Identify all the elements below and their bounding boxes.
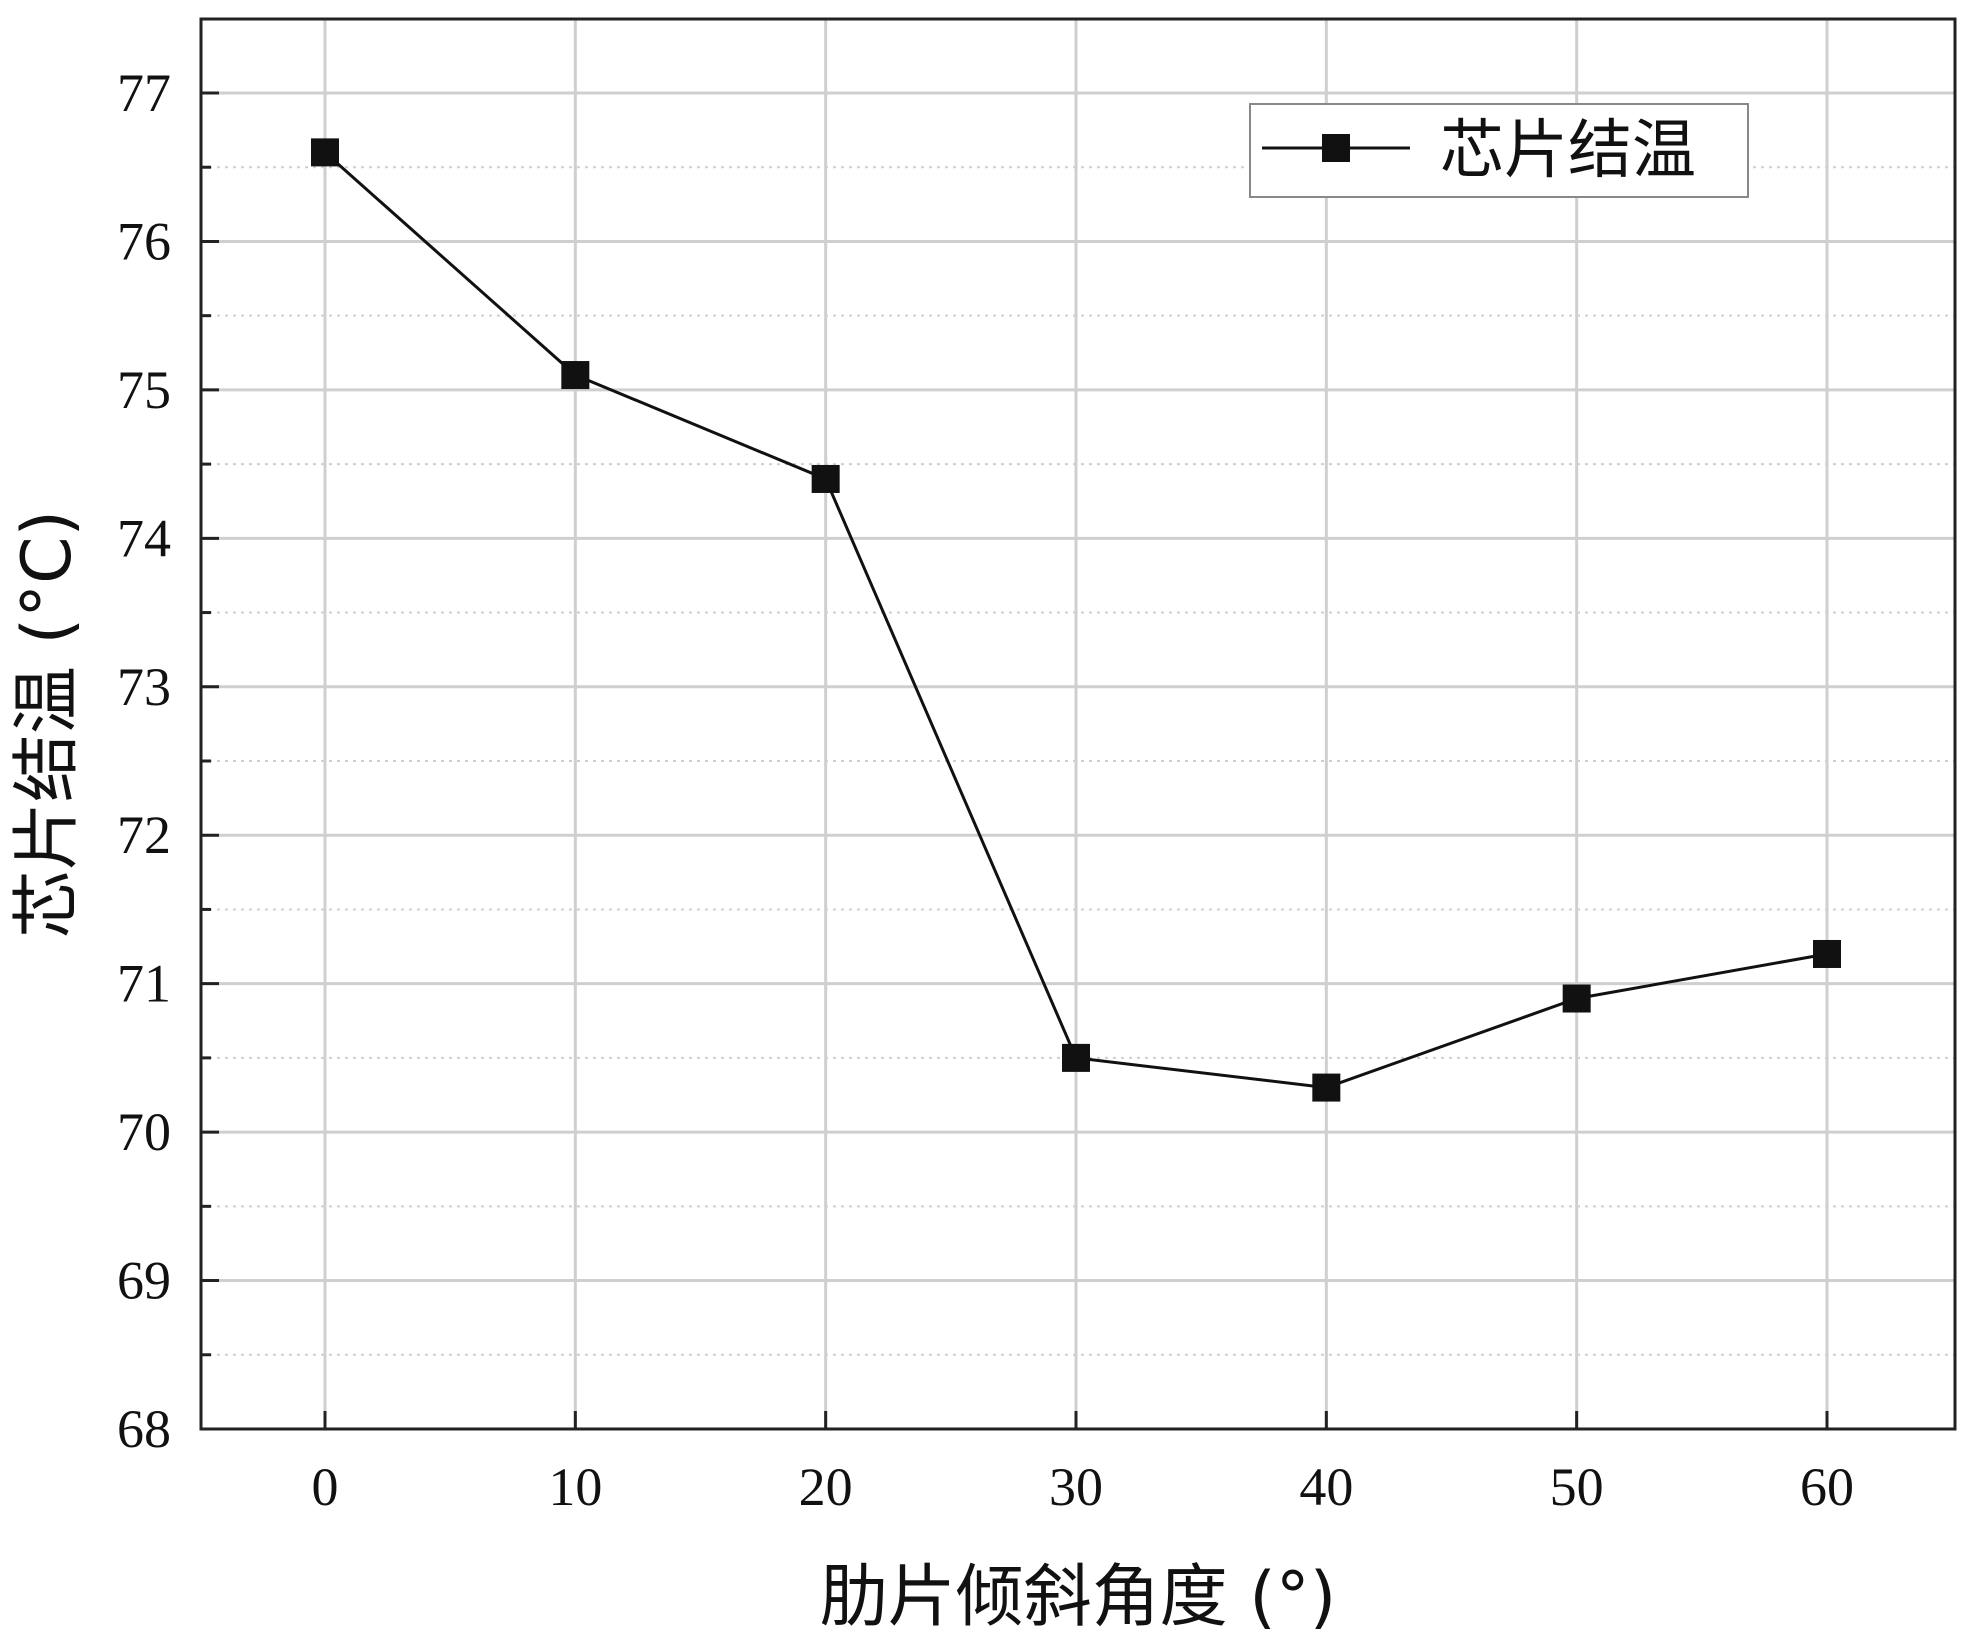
data-point-marker	[1312, 1073, 1341, 1102]
legend-label: 芯片结温	[1440, 114, 1696, 188]
x-axis-title: 肋片倾斜角度 (°)	[820, 1558, 1337, 1637]
y-tick-label: 70	[117, 1102, 171, 1162]
x-tick-label: 0	[312, 1457, 339, 1517]
y-tick-label: 74	[117, 508, 171, 568]
data-point-marker	[1813, 939, 1841, 968]
y-tick-label: 73	[117, 657, 171, 717]
x-tick-label: 40	[1299, 1457, 1353, 1517]
x-tick-label: 60	[1800, 1457, 1854, 1517]
series-group	[311, 138, 1841, 1102]
x-tick-label: 10	[548, 1457, 602, 1517]
data-point-marker	[561, 361, 590, 390]
plot-frame	[199, 17, 1957, 1431]
y-tick-label: 69	[117, 1251, 171, 1311]
y-tick-label: 76	[117, 211, 171, 271]
y-tick-label: 71	[117, 954, 171, 1014]
y-axis-title: 芯片结温 (°C)	[8, 510, 87, 938]
data-point-marker	[1062, 1043, 1090, 1072]
x-tick-label: 20	[799, 1457, 853, 1517]
legend-marker	[1322, 134, 1350, 162]
legend: 芯片结温	[1249, 103, 1749, 198]
x-tick-label: 50	[1550, 1457, 1604, 1517]
axis-ticks: 0 10 20 30 40 50 60 68 69 70 71 72 73 74 75 76 77	[117, 63, 1854, 1517]
data-point-marker	[1562, 984, 1591, 1013]
x-tick-label: 30	[1049, 1457, 1103, 1517]
y-tick-label: 77	[117, 63, 171, 123]
y-tick-label: 68	[117, 1399, 171, 1459]
y-tick-label: 75	[117, 360, 171, 420]
y-tick-label: 72	[117, 805, 171, 865]
data-point-marker	[811, 464, 840, 493]
data-point-marker	[311, 138, 339, 167]
grid	[201, 19, 1955, 1429]
